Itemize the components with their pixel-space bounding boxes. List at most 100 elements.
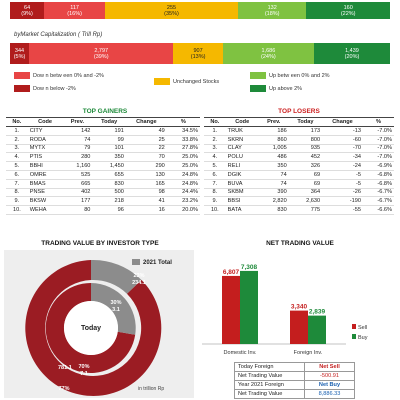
table-row: 10. WEHA 80 96 16 20.0% — [6, 205, 200, 215]
cell-change: 49 — [125, 126, 167, 136]
cell-pct: 24.8% — [166, 170, 200, 180]
inner-foreign-pct: 30% — [110, 300, 121, 306]
bar-seg-unchanged: 255 (35%) — [104, 2, 238, 19]
cell-change: -190 — [322, 196, 363, 207]
cell-prev: 1,160 — [62, 161, 93, 171]
table-row: 4. PTIS 280 350 70 25.0% — [6, 152, 200, 163]
x-tick-domestic: Domestic Inv. — [224, 350, 257, 356]
legend-sell-swatch — [352, 324, 356, 329]
summary-label: Today Foreign — [234, 362, 305, 372]
table-row: 5. BBHI 1,160 1,450 290 25.0% — [6, 161, 200, 171]
cell-pct: -7.0% — [362, 135, 394, 145]
cap-seg-up-between: 1,686 (24%) — [222, 43, 314, 64]
col-pct: % — [362, 117, 394, 127]
cell-no: 2. — [6, 135, 28, 145]
cell-change: -24 — [322, 161, 363, 171]
cell-pct: -6.9% — [362, 161, 394, 171]
col-change: Change — [125, 117, 167, 127]
cell-change: -70 — [322, 144, 363, 154]
cell-code: RODA — [27, 135, 63, 145]
cell-code: PTIS — [27, 152, 63, 163]
donut-legend-label: 2021 Total — [143, 260, 172, 266]
cell-pct: 24.4% — [166, 188, 200, 198]
legend-swatch — [14, 85, 30, 92]
table-row: Year 2021 Foreign Net Buy — [234, 380, 355, 390]
cell-code: DGIK — [225, 170, 259, 180]
cap-seg-unchanged: 907 (13%) — [173, 43, 223, 64]
cell-pct: 34.5% — [166, 126, 200, 136]
cell-today: 800 — [288, 135, 323, 145]
bar-seg-up-between: 132 (18%) — [237, 2, 307, 19]
cell-prev: 486 — [258, 152, 289, 163]
cell-change: -13 — [322, 126, 363, 136]
cell-code: WEHA — [27, 205, 63, 215]
cell-today: 191 — [92, 126, 126, 136]
cell-today: 935 — [288, 144, 323, 154]
cell-prev: 177 — [62, 196, 93, 207]
cell-code: CITY — [27, 126, 63, 136]
cell-change: -26 — [322, 188, 363, 198]
cell-no: 6. — [6, 170, 28, 180]
legend-swatch — [250, 72, 266, 79]
cell-prev: 860 — [258, 135, 289, 145]
market-cap-title: byMarket Capitalization ( Trill Rp) — [14, 32, 103, 38]
legend-unchanged: Unchanged Stocks — [154, 78, 219, 85]
net-trading-summary-table: Today Foreign Net Sell Net Trading Value… — [234, 362, 355, 399]
cell-code: RELI — [225, 161, 259, 171]
cell-change: -5 — [322, 179, 363, 189]
outer-foreign-val: 234.1 — [132, 280, 146, 286]
cell-code: BBSI — [225, 196, 259, 207]
top-gainers-table: No. Code Prev. Today Change % 1. CITY 142 1… — [6, 117, 200, 215]
table-row: 2. SKRN 860 800 -60 -7.0% — [204, 135, 394, 145]
cell-no: 7. — [6, 179, 28, 189]
cell-no: 4. — [6, 152, 28, 163]
cell-pct: -6.8% — [362, 179, 394, 189]
donut-center-label: Today — [81, 325, 101, 332]
table-row: 6. DGIK 74 69 -5 -6.8% — [204, 170, 394, 180]
net-trading-chart: 6,807 3,340 7,308 2,839 Domestic Inv. Forei… — [202, 264, 368, 356]
cell-change: 41 — [125, 196, 167, 207]
col-today: Today — [288, 117, 323, 127]
cell-no: 8. — [204, 188, 226, 198]
cell-change: 98 — [125, 188, 167, 198]
cell-code: MYTX — [27, 144, 63, 154]
cell-today: 655 — [92, 170, 126, 180]
bar-buy-1 — [308, 315, 326, 344]
summary-label: Year 2021 Foreign — [234, 380, 305, 390]
table-row: 2. RODA 74 99 25 33.8% — [6, 135, 200, 145]
table-row: 10. BATA 830 775 -55 -6.6% — [204, 205, 394, 215]
cell-code: CLAY — [225, 144, 259, 154]
cell-change: 25 — [125, 135, 167, 145]
bar-buy-0 — [240, 270, 258, 344]
col-no: No. — [6, 117, 28, 127]
cell-pct: -6.7% — [362, 196, 394, 207]
bar-sell-0 — [222, 275, 240, 344]
cell-no: 6. — [204, 170, 226, 180]
outer-foreign-pct: 23% — [133, 273, 144, 279]
cell-pct: 24.8% — [166, 179, 200, 189]
cell-prev: 1,005 — [258, 144, 289, 154]
table-row: Net Trading Value -500.91 — [234, 371, 355, 381]
summary-label: Net Trading Value — [234, 371, 305, 381]
cell-prev: 402 — [62, 188, 93, 198]
cell-pct: 23.2% — [166, 196, 200, 207]
table-row: 1. CITY 142 191 49 34.5% — [6, 126, 200, 136]
cell-today: 2,630 — [288, 196, 323, 207]
cell-today: 326 — [288, 161, 323, 171]
cell-code: BATA — [225, 205, 259, 215]
bar-label-sell-1: 3,340 — [291, 304, 308, 311]
cell-change: 130 — [125, 170, 167, 180]
bar-label-sell-0: 6,807 — [223, 269, 240, 276]
cell-change: -55 — [322, 205, 363, 215]
cell-change: -5 — [322, 170, 363, 180]
col-prev: Prev. — [258, 117, 289, 127]
cell-pct: 33.8% — [166, 135, 200, 145]
cell-today: 775 — [288, 205, 323, 215]
cap-seg-down-between: 2,797 (39%) — [29, 43, 174, 64]
cell-prev: 280 — [62, 152, 93, 163]
table-row: 4. POLU 486 452 -34 -7.0% — [204, 152, 394, 163]
net-trading-value-title: NET TRADING VALUE — [266, 240, 334, 247]
cell-prev: 142 — [62, 126, 93, 136]
cell-code: POLU — [225, 152, 259, 163]
cell-pct: 27.8% — [166, 144, 200, 154]
